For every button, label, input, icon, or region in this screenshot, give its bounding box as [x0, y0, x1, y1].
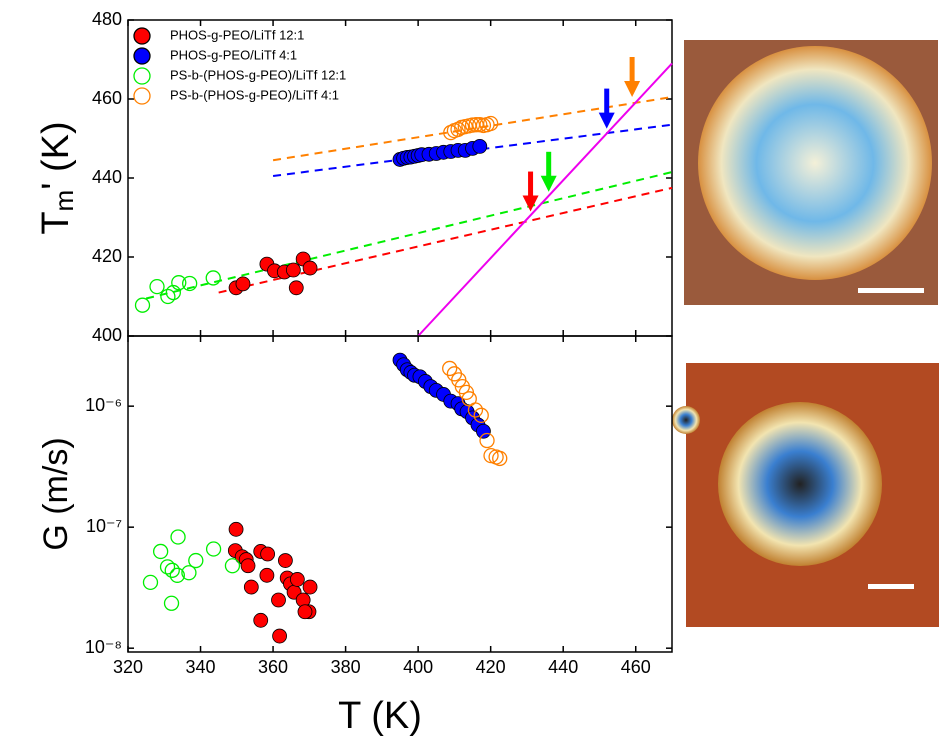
legend-label: PS-b-(PHOS-g-PEO)/LiTf 4:1: [170, 87, 339, 102]
data-point: [142, 574, 159, 590]
data-point: [289, 572, 305, 587]
y-tick-label: 400: [92, 325, 122, 345]
data-point: [302, 260, 318, 276]
y-tick-label: 10⁻⁸: [85, 637, 122, 657]
data-point: [253, 612, 269, 628]
data-point: [288, 280, 304, 296]
arrow-shaft: [528, 171, 534, 198]
data-point: [277, 553, 293, 568]
x-tick-label: 360: [258, 657, 288, 677]
x-tick-label: 460: [621, 657, 651, 677]
legend-label: PHOS-g-PEO/LiTf 4:1: [170, 47, 297, 62]
data-point: [169, 567, 185, 583]
x-tick-label: 380: [331, 657, 361, 677]
data-point: [472, 138, 488, 154]
data-point: [442, 360, 458, 377]
y-tick-label: 10⁻⁷: [86, 516, 122, 536]
data-point: [205, 270, 221, 286]
legend-marker: [133, 67, 151, 85]
data-point: [240, 558, 256, 574]
data-point: [302, 579, 318, 595]
x-tick-label: 420: [476, 657, 506, 677]
data-point: [450, 121, 466, 138]
data-point: [224, 558, 241, 574]
data-point: [149, 278, 165, 295]
data-point: [483, 115, 499, 132]
data-point: [467, 402, 484, 418]
data-point: [297, 604, 313, 620]
data-point: [228, 521, 244, 537]
data-point: [164, 562, 180, 578]
micrograph-top: [684, 40, 938, 305]
data-point: [188, 552, 204, 569]
fit-line: [417, 62, 673, 337]
legend-label: PS-b-(PHOS-g-PEO)/LiTf 12:1: [170, 67, 346, 82]
y-axis-label-main: T: [35, 211, 77, 234]
x-tick-label: 440: [548, 657, 578, 677]
arrow: [540, 151, 557, 192]
x-tick-label: 320: [113, 657, 143, 677]
y-tick-label: 420: [92, 246, 122, 266]
x-tick-label: 400: [403, 657, 433, 677]
legend-label: PHOS-g-PEO/LiTf 12:1: [170, 27, 304, 42]
data-point: [260, 546, 276, 562]
data-point: [182, 275, 198, 292]
data-point: [205, 541, 222, 557]
x-tick-label: 340: [186, 657, 216, 677]
y-axis-label-suffix: ' (K): [35, 121, 77, 189]
data-point: [483, 447, 499, 464]
data-point: [165, 284, 181, 301]
y-tick-label: 10⁻⁶: [85, 395, 122, 415]
data-point: [473, 407, 489, 423]
y-axis-label: G (m/s): [37, 437, 75, 550]
fit-line: [145, 171, 673, 300]
arrow: [624, 57, 641, 97]
data-point: [163, 595, 180, 611]
data-point: [259, 567, 275, 583]
y-tick-label: 440: [92, 167, 122, 187]
arrow: [522, 171, 539, 212]
y-axis-label-sub: m: [49, 190, 79, 212]
data-point: [134, 297, 151, 313]
data-point: [159, 559, 176, 575]
arrow-shaft: [629, 57, 635, 83]
data-point: [152, 543, 169, 560]
y-tick-label: 460: [92, 88, 122, 108]
y-tick-label: 480: [92, 9, 122, 29]
data-point: [476, 423, 491, 439]
panel: 400 420 440 460 480 Tm' (K) PHOS-g-PEO/LiTf 12…: [35, 9, 673, 345]
data-point: [285, 262, 301, 278]
data-point: [235, 276, 251, 292]
data-point: [271, 592, 286, 608]
legend-marker: [133, 27, 151, 45]
plot-frame: [127, 335, 673, 653]
data-point: [272, 628, 287, 644]
micrograph-bottom: [672, 363, 939, 627]
arrow-head: [540, 175, 557, 192]
arrow-head: [624, 81, 641, 97]
arrow-head: [522, 195, 539, 212]
x-axis-label: T (K): [338, 695, 422, 737]
data-point: [492, 450, 508, 467]
arrow-head: [598, 112, 615, 129]
y-axis-label: Tm' (K): [35, 121, 79, 234]
panel: 320 340 360 380 400 420 440 460 10⁻⁸ 10⁻⁷ 10⁻⁶ G (m…: [37, 335, 673, 737]
data-point: [171, 275, 187, 291]
arrow-shaft: [546, 151, 552, 178]
data-point: [243, 579, 259, 595]
data-point: [160, 288, 176, 305]
data-point: [170, 529, 186, 545]
legend-marker: [133, 87, 151, 105]
legend-marker: [133, 47, 151, 65]
arrow: [598, 88, 615, 129]
data-point: [479, 432, 495, 449]
arrow-shaft: [604, 88, 610, 115]
data-point: [181, 565, 197, 581]
